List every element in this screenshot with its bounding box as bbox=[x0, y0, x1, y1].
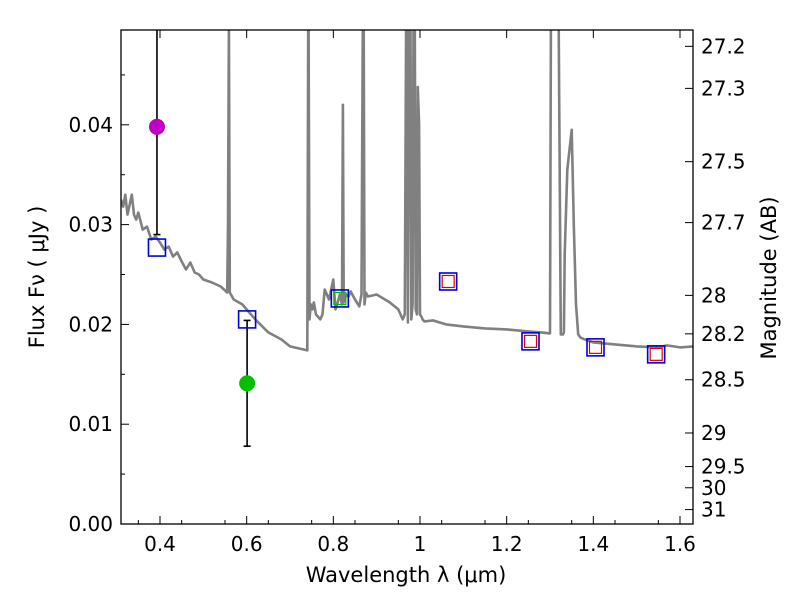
model-square-3 bbox=[438, 272, 458, 291]
observed-square-4 bbox=[649, 347, 663, 361]
mag-tick-label-5: 28.2 bbox=[701, 322, 746, 346]
mag-tick-label-9: 30 bbox=[701, 476, 726, 500]
mag-tick-label-7: 29 bbox=[701, 421, 726, 445]
plot-area bbox=[121, 30, 693, 447]
observed-square-0 bbox=[333, 291, 347, 306]
mag-tick-label-1: 27.3 bbox=[701, 76, 746, 100]
sed-model-line bbox=[121, 30, 693, 352]
y-tick-label-2: 0.02 bbox=[68, 312, 113, 336]
photometry-point-0 bbox=[148, 118, 165, 135]
x-tick-label-4: 1.2 bbox=[491, 532, 523, 556]
observed-square-3 bbox=[588, 340, 603, 354]
mag-tick-label-4: 28 bbox=[701, 283, 726, 307]
y-tick-label-3: 0.03 bbox=[68, 213, 113, 237]
observed-square-1 bbox=[441, 274, 455, 289]
model-square-5 bbox=[586, 338, 605, 357]
mag-tick-label-2: 27.5 bbox=[701, 150, 746, 174]
photometry-point-1 bbox=[239, 375, 256, 392]
mag-tick-label-6: 28.5 bbox=[701, 368, 746, 392]
x-tick-label-1: 0.6 bbox=[231, 532, 263, 556]
x-tick-label-3: 1 bbox=[414, 532, 427, 556]
x-tick-label-2: 0.8 bbox=[317, 532, 349, 556]
model-square-2 bbox=[330, 289, 350, 308]
tick-marks bbox=[121, 30, 693, 525]
mag-tick-label-10: 31 bbox=[701, 498, 726, 522]
x-tick-label-5: 1.4 bbox=[577, 532, 609, 556]
y-tick-label-0: 0.00 bbox=[68, 512, 113, 536]
x-axis-label: Wavelength λ (μm) bbox=[306, 563, 507, 587]
y-axis-label: Flux Fν ( μJy ) bbox=[25, 206, 49, 349]
x-tick-label-0: 0.4 bbox=[144, 532, 176, 556]
y-tick-label-4: 0.04 bbox=[68, 113, 113, 137]
model-square-1 bbox=[237, 310, 257, 329]
x-tick-label-6: 1.6 bbox=[664, 532, 696, 556]
mag-tick-label-0: 27.2 bbox=[701, 34, 746, 58]
axes-frame bbox=[120, 29, 694, 525]
mag-tick-label-8: 29.5 bbox=[701, 455, 746, 479]
tick-labels: 0.4 0.6 0.8 1 1.2 1.4 1.6 0.00 0.01 0.02 0.03 0.04 2… bbox=[68, 34, 745, 556]
model-square-6 bbox=[646, 345, 666, 364]
observed-square-2 bbox=[523, 334, 538, 348]
y-tick-label-1: 0.01 bbox=[68, 412, 113, 436]
mag-tick-label-3: 27.7 bbox=[701, 211, 746, 235]
model-square-0 bbox=[147, 238, 167, 257]
model-square-4 bbox=[521, 332, 540, 351]
y2-axis-label: Magnitude (AB) bbox=[757, 196, 781, 359]
